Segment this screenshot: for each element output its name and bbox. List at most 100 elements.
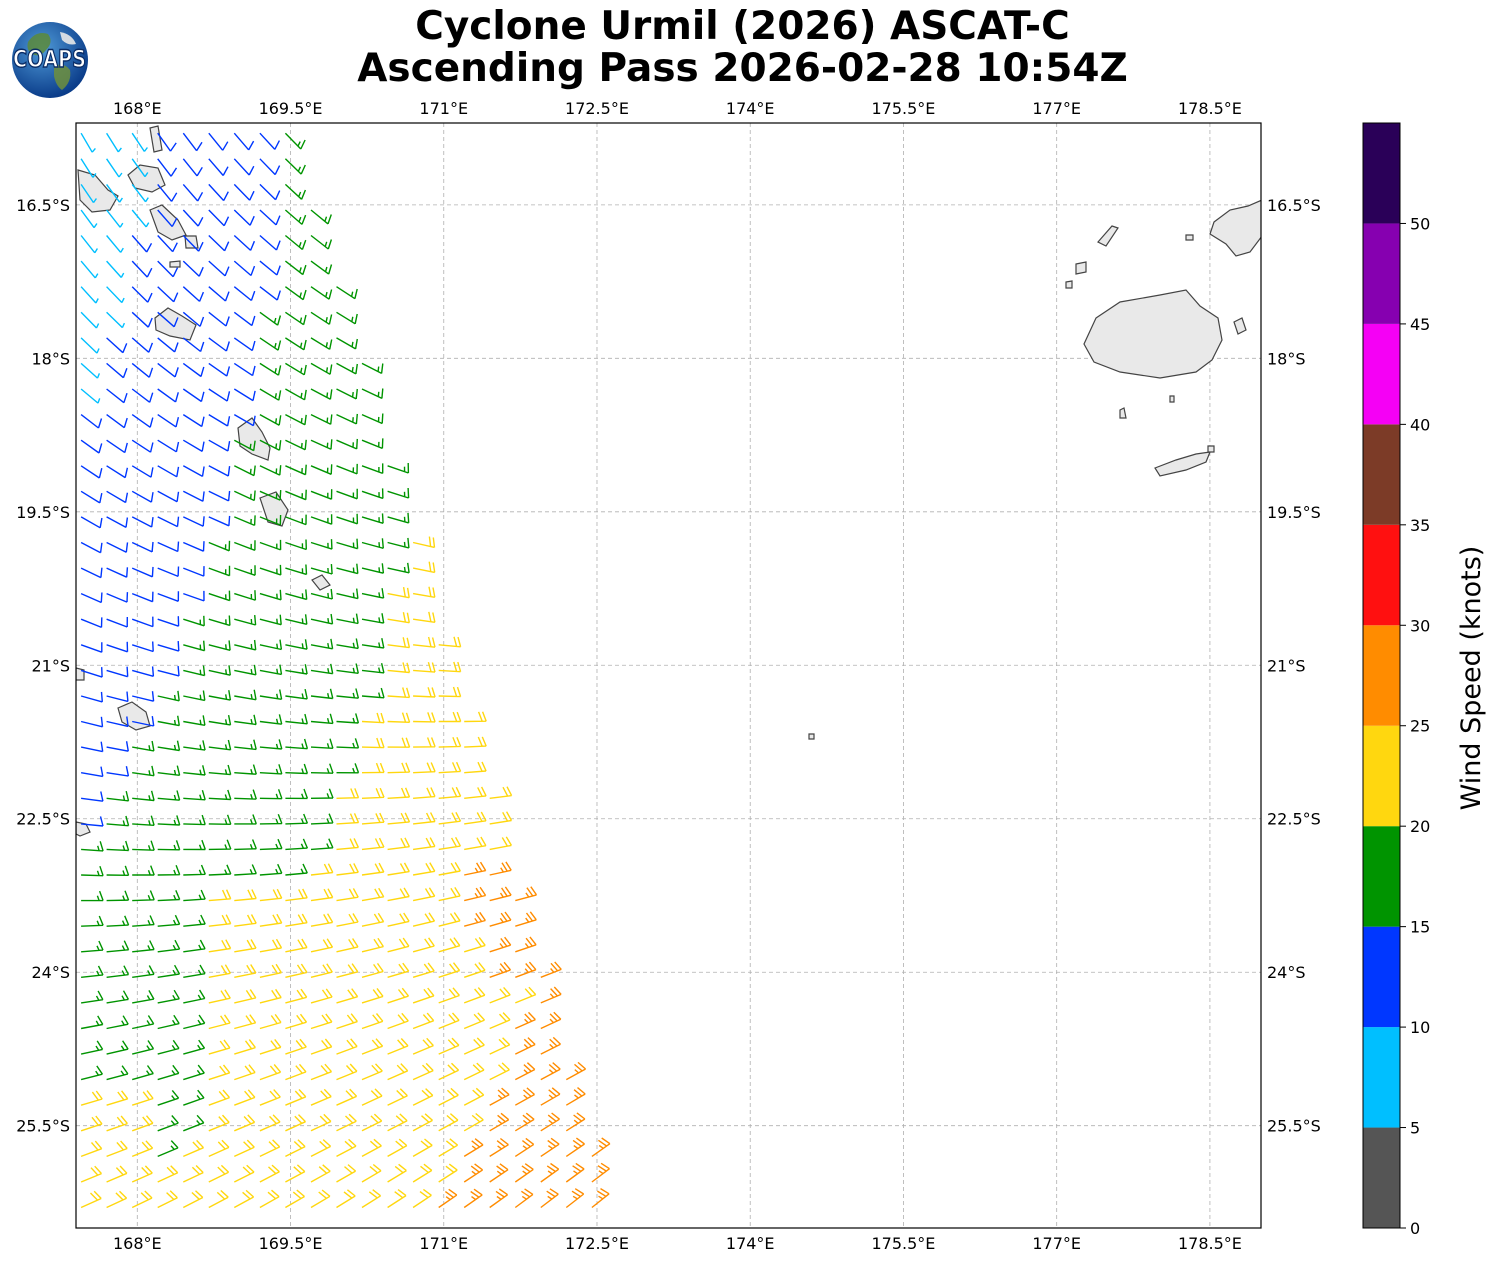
wind-barb — [412, 887, 436, 902]
wind-barb — [310, 489, 333, 500]
wind-barb — [310, 464, 333, 475]
wind-barb — [106, 490, 129, 504]
wind-barb — [81, 965, 104, 978]
wind-barb — [361, 438, 384, 450]
wind-barb — [259, 183, 281, 201]
wind-barb — [80, 235, 98, 254]
wind-barb — [284, 260, 307, 276]
wind-barb — [412, 862, 436, 876]
wind-barb — [285, 713, 308, 725]
wind-barb — [233, 439, 256, 452]
wind-barb — [412, 1138, 433, 1158]
wind-barb — [208, 964, 232, 978]
wind-barb — [131, 465, 154, 478]
wind-barb — [336, 813, 360, 825]
wind-barb — [336, 362, 358, 375]
wind-barb — [80, 260, 99, 279]
wind-barb — [310, 663, 334, 675]
wind-barb — [234, 515, 256, 527]
wind-barb — [438, 937, 461, 953]
wind-barb — [336, 763, 360, 774]
wind-barb — [285, 863, 308, 876]
wind-barb — [387, 987, 410, 1004]
wind-barb — [183, 1139, 205, 1158]
wind-barb — [489, 1012, 511, 1030]
colorbar-bin — [1363, 826, 1400, 927]
wind-barb — [132, 865, 155, 876]
wind-barb — [132, 790, 155, 802]
wind-barb — [106, 132, 122, 153]
wind-barb — [106, 716, 129, 728]
wind-barb — [259, 439, 282, 451]
wind-barb — [80, 158, 97, 178]
wind-barb — [157, 260, 179, 278]
wind-barb — [80, 592, 103, 604]
wind-barb — [285, 614, 308, 625]
wind-barb — [284, 234, 307, 251]
wind-barb — [131, 260, 153, 278]
wind-barb — [540, 1112, 560, 1132]
lat-tick-label-right: 19.5°S — [1267, 503, 1321, 522]
gridlines — [76, 123, 1261, 1228]
wind-barb — [259, 158, 281, 176]
wind-barb — [259, 589, 282, 601]
wind-barb — [387, 937, 410, 953]
wind-barb — [463, 1188, 483, 1209]
map-frame — [75, 122, 1262, 1229]
wind-barb — [157, 690, 180, 702]
wind-barb — [285, 1114, 306, 1132]
wind-barb — [208, 515, 231, 527]
axis-ticks: 168°E 168°E 169.5°E 169.5°E 171°E 171°E 172.5°… — [16, 99, 1321, 1253]
wind-barb — [106, 592, 129, 603]
wind-barb — [157, 765, 181, 776]
wind-barb — [183, 814, 206, 826]
wind-barb — [259, 614, 282, 626]
wind-barb — [208, 839, 232, 851]
wind-barb — [284, 132, 306, 150]
wind-barb — [81, 865, 104, 877]
wind-barb — [208, 989, 231, 1004]
island-viti-levu — [1083, 289, 1223, 379]
wind-barb — [131, 490, 154, 503]
wind-barb — [412, 1163, 433, 1183]
wind-barb — [157, 1115, 179, 1132]
wind-barb — [438, 1163, 458, 1183]
chart-title-line-1: Cyclone Urmil (2026) ASCAT-C — [415, 4, 1070, 49]
wind-barb — [182, 362, 205, 378]
wind-barb — [259, 764, 283, 775]
wind-barb — [413, 837, 436, 851]
wind-barb — [438, 761, 462, 774]
colorbar-bin — [1363, 725, 1400, 827]
wind-barb — [387, 712, 411, 723]
wind-barb — [80, 311, 100, 329]
wind-barb — [234, 664, 257, 676]
lon-tick-label-bottom: 178.5°E — [1178, 1234, 1242, 1253]
lon-tick-label-bottom: 172.5°E — [565, 1234, 629, 1253]
wind-barb — [259, 1114, 281, 1132]
wind-barb — [413, 712, 436, 723]
wind-barb — [208, 337, 230, 352]
wind-barb — [285, 838, 309, 851]
wind-barb — [438, 887, 461, 902]
colorbar-tick-label: 20 — [1410, 817, 1430, 836]
wind-barb — [515, 1011, 536, 1030]
wind-barb — [565, 1112, 586, 1132]
wind-barb — [157, 914, 181, 927]
wind-barb — [157, 939, 181, 953]
wind-barb — [336, 913, 359, 927]
wind-barb — [361, 1113, 383, 1132]
wind-barb — [106, 388, 128, 404]
wind-barb — [183, 989, 206, 1004]
wind-barb — [336, 863, 359, 876]
lat-tick-label-right: 25.5°S — [1267, 1117, 1321, 1136]
wind-barb — [208, 209, 230, 227]
wind-barb — [285, 1013, 308, 1030]
wind-barb — [157, 158, 178, 177]
wind-barb — [565, 1162, 585, 1183]
wind-barb — [463, 987, 486, 1004]
wind-barb — [361, 762, 385, 774]
wind-barb — [285, 362, 307, 376]
lat-tick-label-left: 16.5°S — [16, 196, 70, 215]
wind-barb — [131, 132, 148, 152]
wind-barb — [157, 616, 180, 627]
